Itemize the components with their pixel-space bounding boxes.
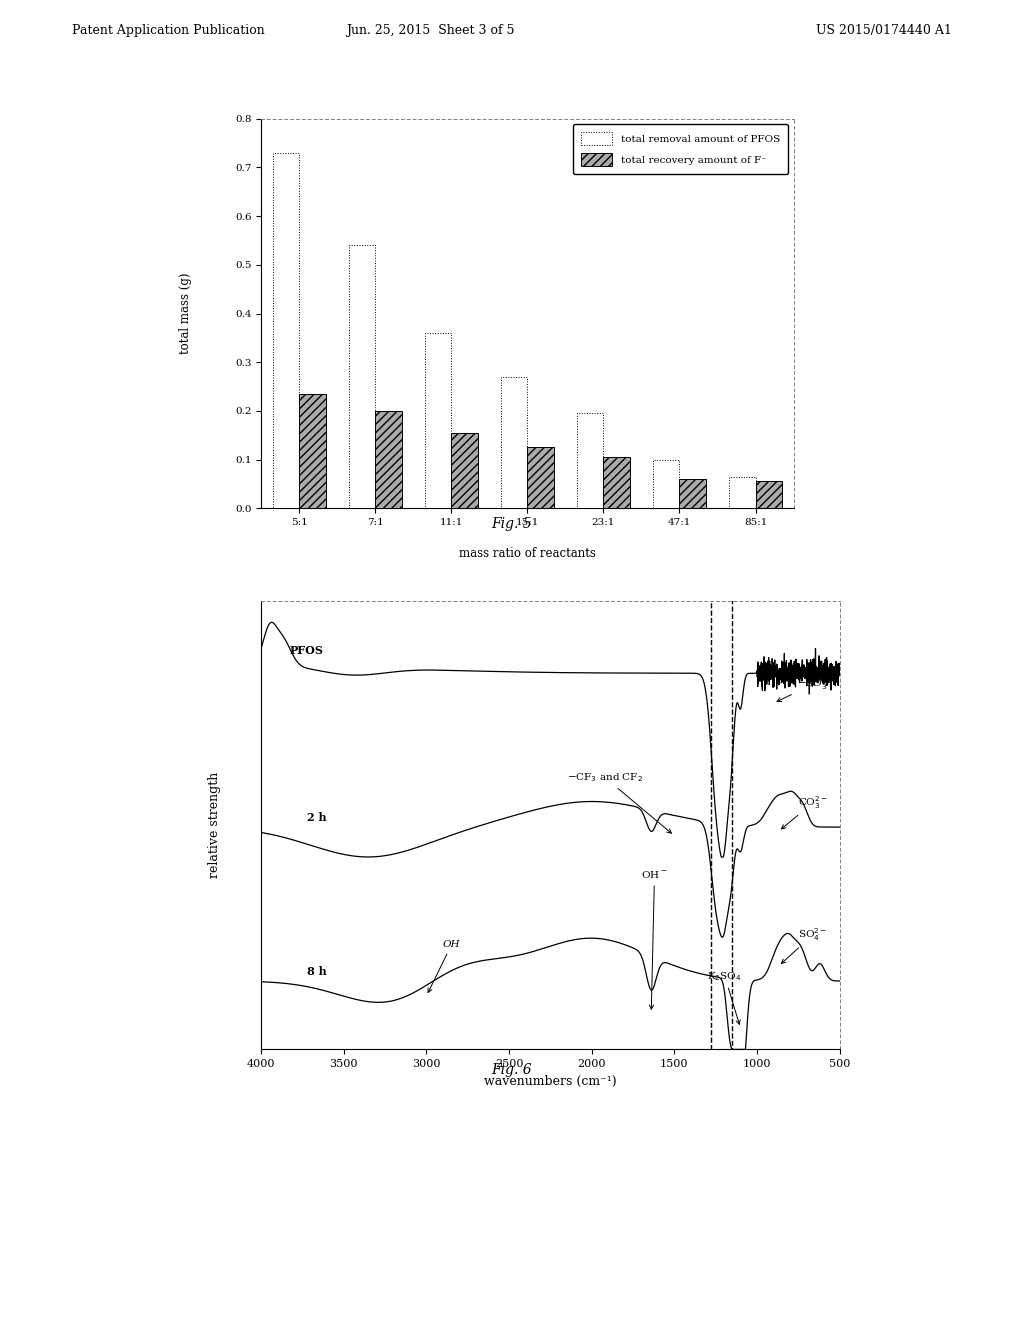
Bar: [272, 153, 299, 508]
Text: PFOS: PFOS: [289, 645, 324, 656]
Bar: [603, 457, 630, 508]
Bar: [299, 393, 326, 508]
Y-axis label: total mass (g): total mass (g): [179, 273, 191, 354]
Bar: [711, 587, 732, 1057]
Bar: [527, 447, 554, 508]
Bar: [577, 413, 603, 508]
Text: Fig. 5: Fig. 5: [492, 517, 532, 531]
Text: 2 h: 2 h: [307, 812, 327, 822]
Text: Patent Application Publication: Patent Application Publication: [72, 24, 264, 37]
Bar: [425, 333, 452, 508]
Text: $-$SO$_3^-$: $-$SO$_3^-$: [777, 677, 829, 701]
X-axis label: wavenumbers (cm⁻¹): wavenumbers (cm⁻¹): [484, 1074, 616, 1088]
Y-axis label: relative strength: relative strength: [208, 772, 220, 878]
Text: OH$^-$: OH$^-$: [641, 870, 668, 1010]
Legend: total removal amount of PFOS, total recovery amount of F⁻: total removal amount of PFOS, total reco…: [572, 124, 788, 174]
Bar: [452, 433, 478, 508]
Bar: [375, 411, 401, 508]
Text: Fig. 6: Fig. 6: [492, 1064, 532, 1077]
Bar: [680, 479, 707, 508]
X-axis label: mass ratio of reactants: mass ratio of reactants: [459, 546, 596, 560]
Bar: [756, 482, 782, 508]
Text: 8 h: 8 h: [307, 966, 327, 977]
Text: US 2015/0174440 A1: US 2015/0174440 A1: [816, 24, 952, 37]
Text: OH: OH: [428, 940, 461, 993]
Bar: [501, 376, 527, 508]
Text: SO$_4^{2-}$: SO$_4^{2-}$: [781, 927, 827, 964]
Text: Jun. 25, 2015  Sheet 3 of 5: Jun. 25, 2015 Sheet 3 of 5: [346, 24, 514, 37]
Bar: [348, 246, 375, 508]
Text: $-$CF$_3$ and CF$_2$: $-$CF$_3$ and CF$_2$: [567, 771, 672, 833]
Bar: [729, 477, 756, 508]
Text: K$_2$SO$_4$: K$_2$SO$_4$: [708, 970, 742, 1024]
Text: CO$_3^{2-}$: CO$_3^{2-}$: [781, 793, 828, 829]
Bar: [653, 459, 680, 508]
